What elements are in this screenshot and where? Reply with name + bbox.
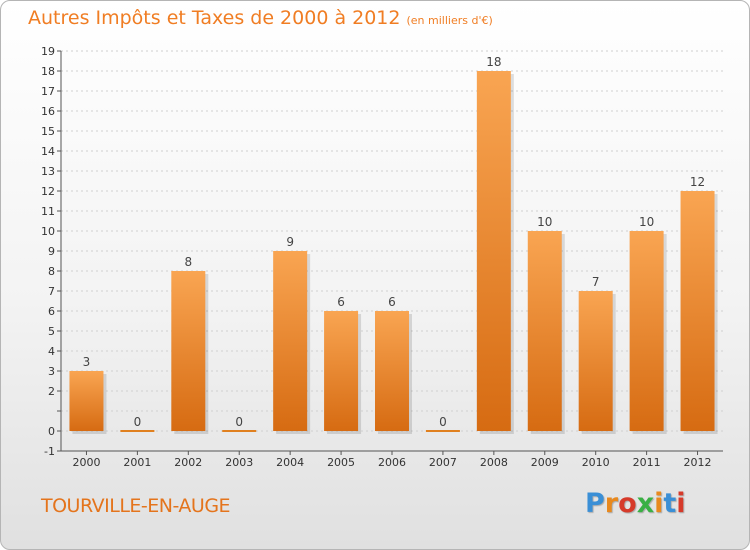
data-label: 8 (184, 255, 192, 269)
y-tick-label: 2 (48, 385, 55, 398)
x-tick-label: 2009 (531, 456, 559, 469)
y-tick-label: 5 (48, 325, 55, 338)
bar (629, 231, 664, 431)
data-label: 6 (388, 295, 396, 309)
bar (171, 271, 206, 431)
data-label: 7 (592, 275, 600, 289)
x-tick-label: 2010 (582, 456, 610, 469)
y-tick-label: 15 (41, 125, 55, 138)
bar (680, 191, 715, 431)
bar (324, 311, 359, 431)
logo-letter: o (618, 488, 637, 519)
title-text: Autres Impôts et Taxes de 2000 à 2012 (28, 7, 401, 29)
logo-letter: r (604, 488, 619, 519)
x-tick-label: 2007 (429, 456, 457, 469)
data-label: 10 (537, 215, 552, 229)
bar (273, 251, 308, 431)
commune-name: TOURVILLE-EN-AUGE (41, 495, 231, 517)
y-tick-label: 0 (48, 425, 55, 438)
data-label: 0 (439, 415, 447, 429)
data-label: 6 (337, 295, 345, 309)
x-tick-label: 2005 (327, 456, 355, 469)
y-tick-label: 11 (41, 205, 55, 218)
bar (375, 311, 409, 431)
y-tick-label: 8 (48, 265, 55, 278)
bar (69, 371, 104, 431)
x-tick-label: 2008 (480, 456, 508, 469)
bar (578, 291, 613, 431)
x-tick-label: 2002 (174, 456, 202, 469)
data-label: 9 (286, 235, 294, 249)
y-tick-label: 19 (41, 45, 55, 58)
proxiti-logo: Proxiti (585, 488, 686, 519)
logo-letter: i (654, 488, 664, 519)
x-tick-label: 2001 (123, 456, 151, 469)
data-label: 12 (690, 175, 705, 189)
y-tick-label: 3 (48, 365, 55, 378)
x-tick-label: 2000 (72, 456, 100, 469)
logo-letter: i (676, 488, 686, 519)
data-label: 10 (639, 215, 654, 229)
logo-letter: P (585, 488, 605, 519)
y-tick-label: 12 (41, 185, 55, 198)
data-label: 18 (486, 55, 501, 69)
logo-letter: x (636, 488, 655, 519)
y-tick-label: 18 (41, 65, 55, 78)
logo-letter: t (663, 488, 677, 519)
y-tick-label: 14 (41, 145, 55, 158)
y-tick-label: 7 (48, 285, 55, 298)
bar (527, 231, 562, 431)
chart-subtitle: (en milliers d'€) (406, 14, 493, 27)
y-tick-label: 17 (41, 85, 55, 98)
x-tick-label: 2006 (378, 456, 406, 469)
x-tick-label: 2004 (276, 456, 304, 469)
y-tick-label: 13 (41, 165, 55, 178)
y-tick-label: 16 (41, 105, 55, 118)
y-tick-label: 6 (48, 305, 55, 318)
y-tick-label: -1 (44, 445, 55, 458)
x-tick-label: 2011 (633, 456, 661, 469)
x-tick-label: 2012 (684, 456, 712, 469)
y-tick-label: 4 (48, 345, 55, 358)
data-label: 0 (134, 415, 142, 429)
data-label: 0 (235, 415, 243, 429)
chart-title: Autres Impôts et Taxes de 2000 à 2012 (en… (28, 7, 493, 29)
y-tick-label: 9 (48, 245, 55, 258)
bar (476, 71, 511, 431)
y-tick-label: 10 (41, 225, 55, 238)
data-label: 3 (83, 355, 91, 369)
x-tick-label: 2003 (225, 456, 253, 469)
